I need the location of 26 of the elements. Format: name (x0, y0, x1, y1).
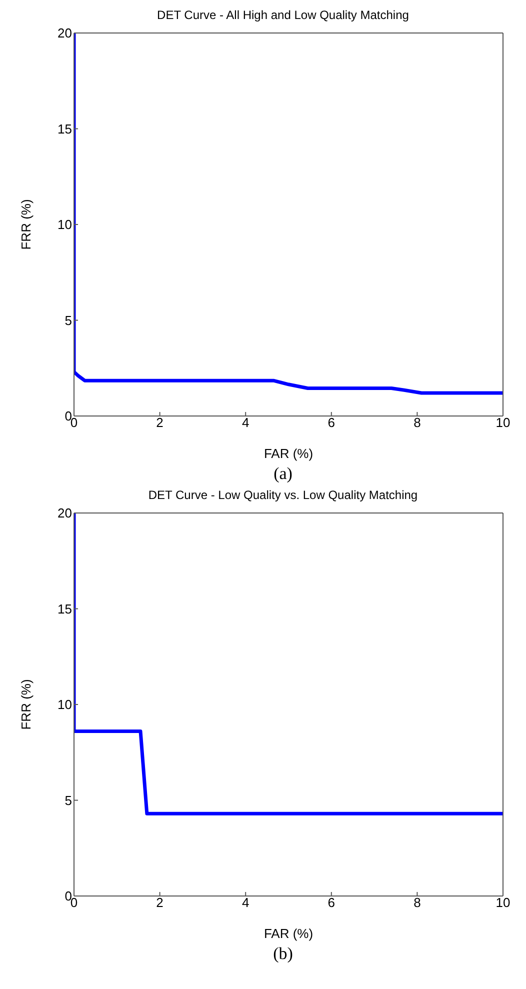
chart-title: DET Curve - Low Quality vs. Low Quality Matching (147, 488, 419, 504)
x-tick-label: 4 (242, 415, 250, 430)
x-tick-label: 6 (328, 415, 336, 430)
x-tick-label: 6 (328, 895, 336, 910)
x-tick-label: 2 (156, 415, 164, 430)
y-axis-title: FRR (%) (18, 199, 34, 250)
x-tick-label: 8 (414, 415, 421, 430)
x-axis-title: FAR (%) (264, 926, 314, 941)
y-tick-label: 15 (58, 121, 72, 136)
y-axis-title: FRR (%) (18, 679, 34, 730)
y-tick-label: 20 (58, 506, 72, 521)
x-tick-label: 8 (414, 895, 421, 910)
x-tick-label: 4 (242, 895, 250, 910)
y-tick-label: 20 (58, 26, 72, 41)
x-tick-label: 2 (156, 895, 164, 910)
y-tick-label: 10 (58, 217, 72, 232)
y-tick-label: 10 (58, 697, 72, 712)
x-axis-title: FAR (%) (264, 446, 314, 461)
text: (b) (272, 944, 294, 965)
x-tick-label: 10 (496, 895, 510, 910)
chart-title: DET Curve - All High and Low Quality Matching (156, 8, 410, 24)
y-tick-label: 5 (64, 792, 72, 808)
y-tick-label: 15 (58, 601, 72, 616)
y-tick-label: 5 (64, 312, 72, 328)
x-tick-label: 10 (496, 415, 510, 430)
text: (a) (272, 464, 294, 485)
